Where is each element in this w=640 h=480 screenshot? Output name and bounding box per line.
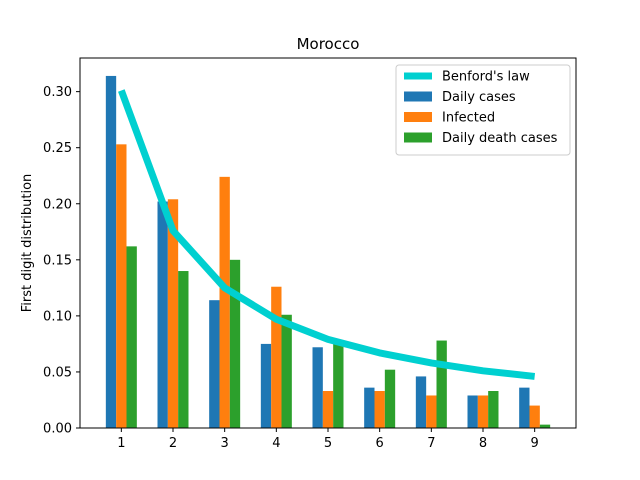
series-1 bbox=[116, 144, 540, 429]
bar-daily-death-cases-4 bbox=[281, 314, 292, 428]
bar-infected-3 bbox=[219, 176, 230, 428]
bar-daily-death-cases-8 bbox=[488, 391, 499, 428]
legend: Benford's law Daily cases Infected Daily de… bbox=[395, 64, 571, 156]
legend-label-benford-s-law: Benford's law bbox=[442, 70, 530, 85]
bar-daily-cases-4 bbox=[260, 343, 272, 428]
bar-daily-cases-2 bbox=[157, 201, 168, 428]
bar-daily-death-cases-9 bbox=[539, 424, 551, 428]
x-tick-label-6: 6 bbox=[376, 436, 384, 451]
bar-daily-death-cases-7 bbox=[436, 340, 447, 428]
y-axis-label: First digit distribution bbox=[20, 174, 35, 313]
bar-infected-2 bbox=[167, 199, 179, 428]
series-2 bbox=[126, 246, 551, 428]
legend-box bbox=[395, 64, 571, 156]
bar-daily-death-cases-2 bbox=[178, 271, 189, 428]
x-tick-label-9: 9 bbox=[531, 436, 539, 451]
legend-swatch-daily-cases bbox=[404, 91, 432, 102]
legend-swatch-infected bbox=[404, 112, 432, 122]
bar-daily-death-cases-3 bbox=[229, 259, 241, 428]
x-tick-label-8: 8 bbox=[479, 436, 487, 451]
x-tick-label-3: 3 bbox=[221, 436, 229, 451]
y-axis: 0.00 0.05 0.10 0.15 0.20 0.25 0.30 bbox=[43, 85, 80, 437]
bar-daily-cases-7 bbox=[415, 376, 427, 428]
bar-daily-cases-5 bbox=[312, 347, 323, 428]
y-tick-label-0.15: 0.15 bbox=[43, 253, 72, 268]
bar-infected-6 bbox=[374, 391, 385, 428]
benford-line bbox=[118, 89, 536, 380]
bar-daily-cases-9 bbox=[519, 387, 530, 428]
bar-infected-7 bbox=[426, 395, 437, 428]
x-tick-label-5: 5 bbox=[324, 436, 332, 451]
bar-infected-5 bbox=[322, 391, 334, 428]
x-tick-label-4: 4 bbox=[272, 436, 280, 451]
y-tick-label-0.20: 0.20 bbox=[43, 197, 72, 212]
legend-label-daily-death-cases: Daily death cases bbox=[442, 131, 558, 146]
bar-infected-4 bbox=[271, 286, 282, 428]
x-tick-label-2: 2 bbox=[169, 436, 177, 451]
legend-label-daily-cases: Daily cases bbox=[442, 90, 516, 105]
line-layer bbox=[118, 89, 536, 380]
bar-infected-8 bbox=[477, 395, 489, 428]
bar-daily-death-cases-5 bbox=[333, 343, 344, 428]
y-tick-label-0.25: 0.25 bbox=[43, 141, 72, 156]
bar-daily-death-cases-6 bbox=[384, 369, 396, 428]
chart-title: Morocco bbox=[297, 35, 360, 53]
bar-daily-cases-6 bbox=[364, 387, 375, 428]
x-tick-label-7: 7 bbox=[427, 436, 435, 451]
bars-layer bbox=[105, 75, 551, 429]
series-0 bbox=[105, 75, 530, 428]
bar-infected-9 bbox=[529, 405, 540, 428]
x-axis: 1 2 3 4 5 6 7 8 9 bbox=[117, 428, 539, 451]
bar-daily-cases-8 bbox=[467, 395, 478, 428]
legend-label-infected: Infected bbox=[442, 111, 495, 126]
y-tick-label-0.05: 0.05 bbox=[43, 365, 72, 380]
x-tick-label-1: 1 bbox=[117, 436, 125, 451]
bar-daily-cases-3 bbox=[209, 300, 220, 428]
bar-daily-cases-1 bbox=[105, 75, 117, 428]
y-tick-label-0.00: 0.00 bbox=[43, 422, 72, 437]
legend-swatch-daily-death-cases bbox=[404, 132, 432, 143]
bar-infected-1 bbox=[116, 144, 127, 429]
y-tick-label-0.10: 0.10 bbox=[43, 309, 72, 324]
y-tick-label-0.30: 0.30 bbox=[43, 85, 72, 100]
bar-daily-death-cases-1 bbox=[126, 246, 137, 428]
